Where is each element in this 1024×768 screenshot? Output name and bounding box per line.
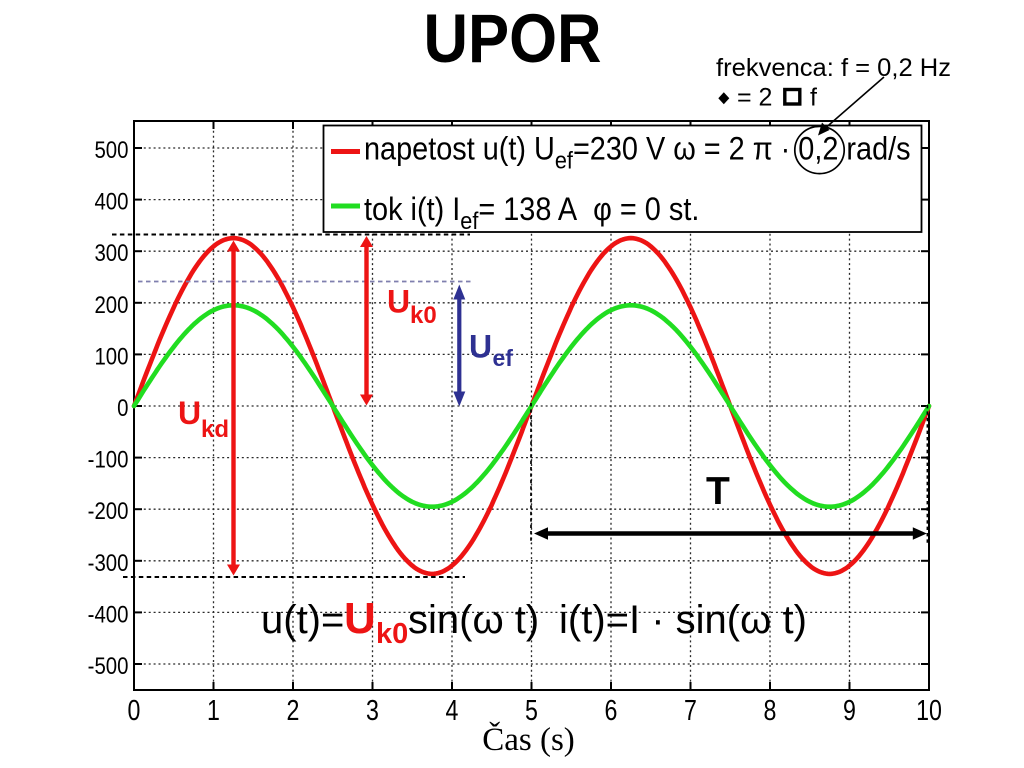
svg-text:sin(ω t): sin(ω t) <box>408 598 539 642</box>
svg-text:i(t)=I · sin(ω t): i(t)=I · sin(ω t) <box>559 598 807 642</box>
svg-text:frekvenca: f = 0,2 Hz: frekvenca: f = 0,2 Hz <box>716 54 951 82</box>
svg-text:2: 2 <box>287 693 300 726</box>
svg-text:400: 400 <box>94 188 128 215</box>
svg-text:= 2: = 2 <box>737 84 772 112</box>
svg-text:-500: -500 <box>88 652 129 679</box>
svg-text:6: 6 <box>605 693 618 726</box>
svg-text:1: 1 <box>207 693 220 726</box>
svg-text:napetost u(t) Uef=230 V ω = 2: napetost u(t) Uef=230 V ω = 2 π · 0,2 ra… <box>364 131 911 174</box>
svg-text:U: U <box>344 594 376 643</box>
svg-text:0: 0 <box>128 693 141 726</box>
svg-text:4: 4 <box>446 693 459 726</box>
svg-text:U: U <box>178 395 201 431</box>
svg-text:-100: -100 <box>88 446 129 473</box>
svg-text:k0: k0 <box>376 618 408 650</box>
svg-text:500: 500 <box>94 136 128 163</box>
svg-text:U: U <box>387 284 410 320</box>
svg-text:9: 9 <box>843 693 856 726</box>
svg-text:300: 300 <box>94 240 128 267</box>
svg-text:Čas (s): Čas (s) <box>482 720 575 758</box>
svg-text:200: 200 <box>94 291 128 318</box>
svg-text:-300: -300 <box>88 549 129 576</box>
svg-text:7: 7 <box>684 693 697 726</box>
svg-text:100: 100 <box>94 343 128 370</box>
svg-text:k0: k0 <box>410 302 437 329</box>
svg-text:5: 5 <box>525 693 538 726</box>
svg-text:0: 0 <box>117 394 128 421</box>
svg-text:u(t)=: u(t)= <box>261 598 344 642</box>
svg-text:-200: -200 <box>88 498 129 525</box>
svg-text:8: 8 <box>764 693 777 726</box>
svg-text:ef: ef <box>493 345 514 371</box>
svg-text:f: f <box>810 84 817 112</box>
svg-text:kd: kd <box>201 416 229 443</box>
svg-text:U: U <box>469 329 492 365</box>
svg-text:-400: -400 <box>88 601 129 628</box>
svg-text:3: 3 <box>366 693 379 726</box>
svg-text:10: 10 <box>916 693 942 726</box>
svg-text:T: T <box>706 470 730 513</box>
svg-text:UPOR: UPOR <box>424 0 602 77</box>
svg-text:tok i(t) Ief= 138 A φ = 0 st.: tok i(t) Ief= 138 A φ = 0 st. <box>364 192 699 235</box>
